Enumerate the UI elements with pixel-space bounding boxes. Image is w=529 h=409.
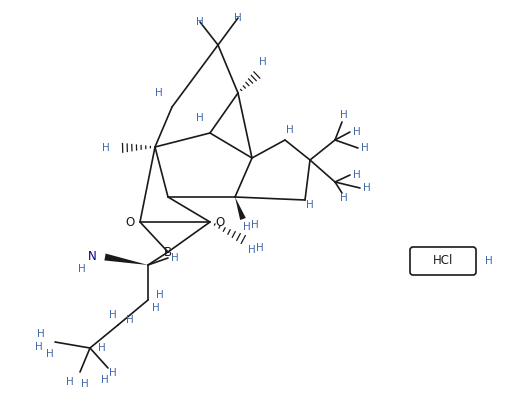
Text: H: H (353, 170, 361, 180)
Text: H: H (81, 379, 89, 389)
Text: H: H (98, 343, 106, 353)
Text: H: H (155, 88, 163, 98)
Text: H: H (46, 349, 54, 359)
Text: H: H (248, 245, 256, 255)
Text: H: H (156, 290, 164, 300)
Text: H: H (340, 193, 348, 203)
Text: H: H (340, 110, 348, 120)
Text: H: H (286, 125, 294, 135)
Text: N: N (88, 250, 96, 263)
Text: H: H (234, 13, 242, 23)
Text: H: H (256, 243, 264, 253)
Text: H: H (306, 200, 314, 210)
Text: H: H (109, 310, 117, 320)
Text: H: H (363, 183, 371, 193)
Text: H: H (251, 220, 259, 230)
Text: H: H (196, 17, 204, 27)
Text: H: H (101, 375, 109, 385)
Text: H: H (37, 329, 45, 339)
Polygon shape (235, 197, 246, 220)
Text: O: O (125, 216, 134, 229)
Text: B: B (164, 245, 172, 258)
Text: O: O (215, 216, 225, 229)
Text: H: H (196, 113, 204, 123)
Text: H: H (152, 303, 160, 313)
Polygon shape (104, 254, 148, 265)
Text: H: H (78, 264, 86, 274)
Text: H: H (361, 143, 369, 153)
Text: H: H (66, 377, 74, 387)
Text: H: H (485, 256, 493, 266)
Text: H: H (353, 127, 361, 137)
Text: H: H (102, 143, 110, 153)
Text: H: H (109, 368, 117, 378)
Text: HCl: HCl (433, 254, 453, 267)
Text: H: H (126, 315, 134, 325)
Text: H: H (35, 342, 43, 352)
Text: H: H (259, 57, 267, 67)
FancyBboxPatch shape (410, 247, 476, 275)
Text: H: H (243, 222, 251, 232)
Text: H: H (171, 253, 179, 263)
